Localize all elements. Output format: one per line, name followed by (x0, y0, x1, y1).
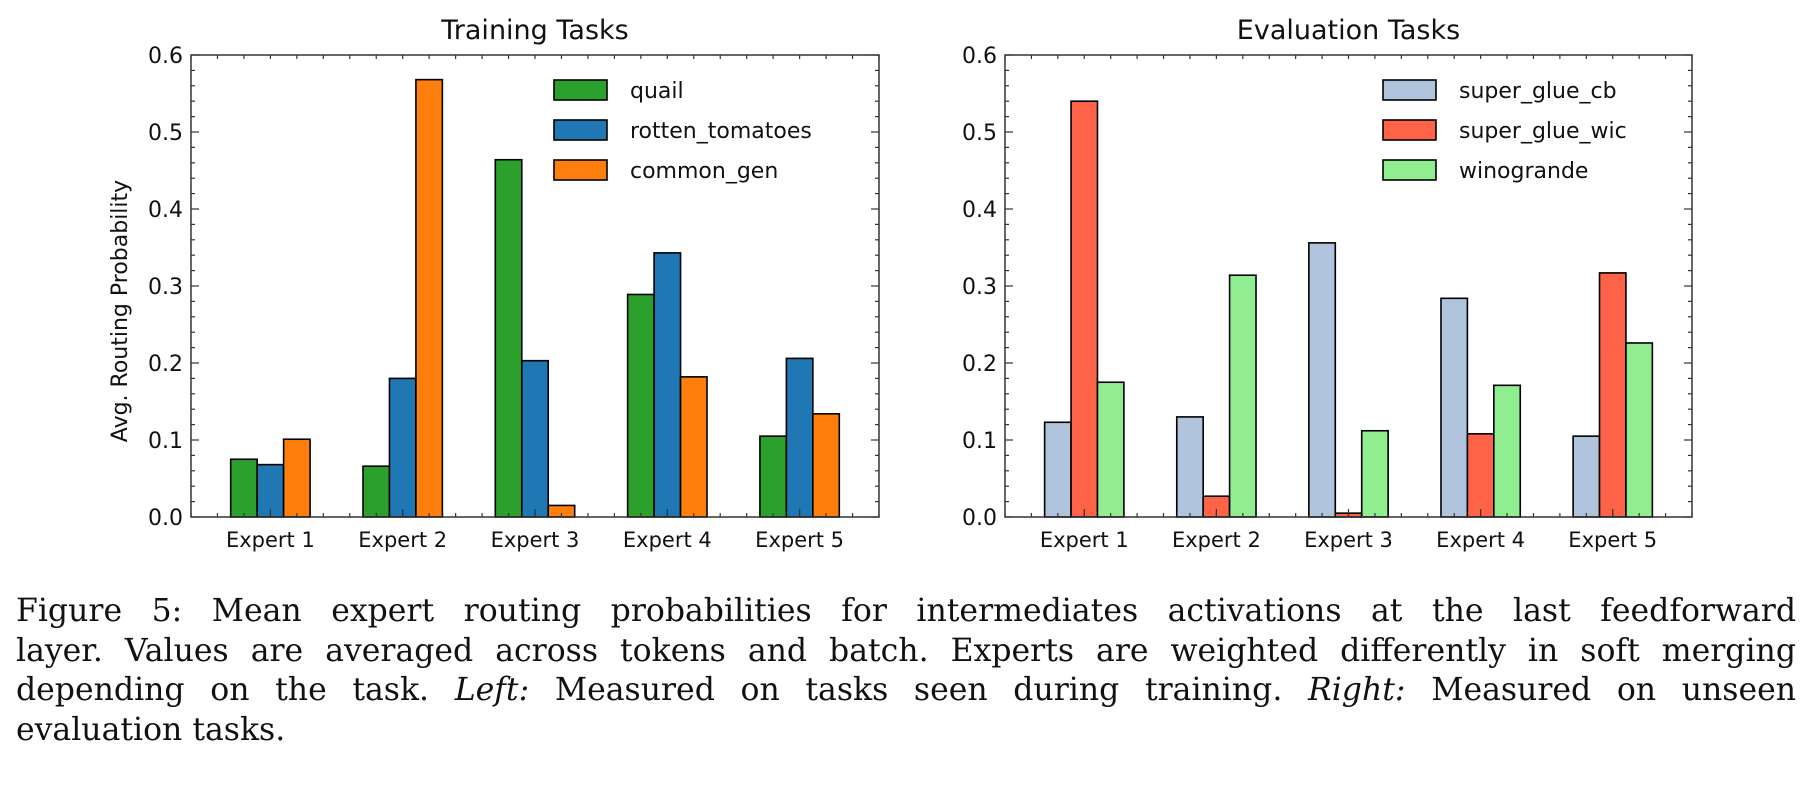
caption-right-label: Right: (1308, 672, 1406, 708)
legend-label-rotten_tomatoes: rotten_tomatoes (630, 119, 812, 144)
bar-winogrande-4 (1493, 384, 1522, 518)
x-tick-label: Expert 3 (491, 528, 580, 552)
bar-super_glue_wic-1 (1070, 100, 1099, 518)
y-tick-label: 0.1 (148, 429, 183, 454)
bar-common_gen-1 (282, 438, 311, 518)
y-tick-label: 0.3 (148, 275, 183, 300)
legend-swatch-common_gen (553, 159, 608, 181)
bar-quail-5 (759, 435, 788, 518)
y-tick-label: 0.2 (148, 352, 183, 377)
bar-common_gen-4 (679, 376, 708, 518)
bar-super_glue_cb-3 (1308, 242, 1337, 518)
x-tick-label: Expert 2 (358, 528, 447, 552)
bar-common_gen-2 (415, 78, 444, 518)
x-tick-label: Expert 1 (226, 528, 315, 552)
x-tick-label: Expert 1 (1040, 528, 1129, 552)
x-tick-label: Expert 4 (623, 528, 712, 552)
legend-label-quail: quail (630, 79, 684, 104)
legend-label-winogrande: winogrande (1459, 159, 1588, 184)
bar-winogrande-5 (1625, 342, 1654, 518)
y-tick-label: 0.5 (962, 121, 997, 146)
bar-rotten_tomatoes-5 (785, 357, 814, 518)
caption-line-4: evaluation tasks. (16, 711, 286, 748)
legend-swatch-super_glue_wic (1382, 119, 1437, 141)
figure-caption: Figure 5: Mean expert routing probabilit… (16, 592, 1796, 750)
y-tick-label: 0.4 (962, 198, 997, 223)
x-tick-label: Expert 5 (1568, 528, 1657, 552)
caption-text: Measured on tasks seen during training. (554, 672, 1283, 708)
caption-line-1: Figure 5: Mean expert routing probabilit… (16, 593, 1796, 629)
y-tick-label: 0.6 (962, 44, 997, 69)
bar-super_glue_cb-4 (1440, 297, 1469, 518)
chart-panel-1: 0.0 0.1 0.2 0.3 0.4 0.5 0.6 Expert 1 Expert 2 Exp… (108, 15, 880, 552)
y-tick-label: 0.3 (962, 275, 997, 300)
legend-swatch-rotten_tomatoes (553, 119, 608, 141)
chart-title: Training Tasks (440, 15, 628, 46)
legend-swatch-super_glue_cb (1382, 79, 1437, 101)
y-tick-label: 0.0 (148, 506, 183, 531)
bar-super_glue_wic-4 (1466, 433, 1495, 518)
bar-common_gen-5 (812, 413, 841, 518)
x-tick-label: Expert 5 (755, 528, 844, 552)
bar-quail-3 (494, 158, 523, 518)
x-tick-label: Expert 2 (1172, 528, 1261, 552)
y-axis-label: Avg. Routing Probability (108, 180, 133, 442)
y-tick-label: 0.4 (148, 198, 183, 223)
x-tick-label: Expert 4 (1436, 528, 1525, 552)
bar-quail-2 (362, 465, 391, 518)
chart-panel-2: 0.0 0.1 0.2 0.3 0.4 0.5 0.6 Expert 1 Expert 2 Exp… (962, 15, 1693, 552)
y-tick-label: 0.6 (148, 44, 183, 69)
caption-line-3: depending on the task. Left: Measured on… (16, 671, 1796, 711)
legend-swatch-winogrande (1382, 159, 1437, 181)
legend-swatch-quail (553, 79, 608, 101)
y-tick-label: 0.2 (962, 352, 997, 377)
caption-left-label: Left: (454, 672, 530, 708)
bar-super_glue_cb-1 (1043, 421, 1072, 518)
legend-label-super_glue_cb: super_glue_cb (1459, 79, 1617, 104)
bar-winogrande-1 (1096, 381, 1125, 518)
caption-text: depending on the task. (16, 672, 430, 708)
x-tick-label: Expert 3 (1304, 528, 1393, 552)
y-tick-label: 0.0 (962, 506, 997, 531)
bar-winogrande-2 (1228, 274, 1257, 518)
bar-quail-4 (626, 293, 655, 518)
bar-super_glue_cb-2 (1175, 416, 1204, 518)
bar-rotten_tomatoes-4 (653, 252, 682, 518)
legend-label-super_glue_wic: super_glue_wic (1459, 119, 1627, 144)
bar-winogrande-3 (1360, 429, 1389, 518)
bar-super_glue_cb-5 (1572, 435, 1601, 518)
bar-rotten_tomatoes-3 (520, 359, 550, 518)
bar-charts: 0.0 0.1 0.2 0.3 0.4 0.5 0.6 Expert 1 Expert 2 Exp… (108, 15, 1693, 552)
y-tick-label: 0.5 (148, 121, 183, 146)
y-tick-label: 0.1 (962, 429, 997, 454)
bar-quail-1 (229, 458, 258, 518)
chart-title: Evaluation Tasks (1237, 15, 1460, 46)
legend-label-common_gen: common_gen (630, 159, 778, 184)
bar-super_glue_wic-5 (1598, 272, 1627, 518)
caption-text: Measured on unseen (1431, 672, 1797, 708)
bar-rotten_tomatoes-2 (388, 377, 417, 518)
caption-line-2: layer. Values are averaged across tokens… (16, 632, 1796, 669)
